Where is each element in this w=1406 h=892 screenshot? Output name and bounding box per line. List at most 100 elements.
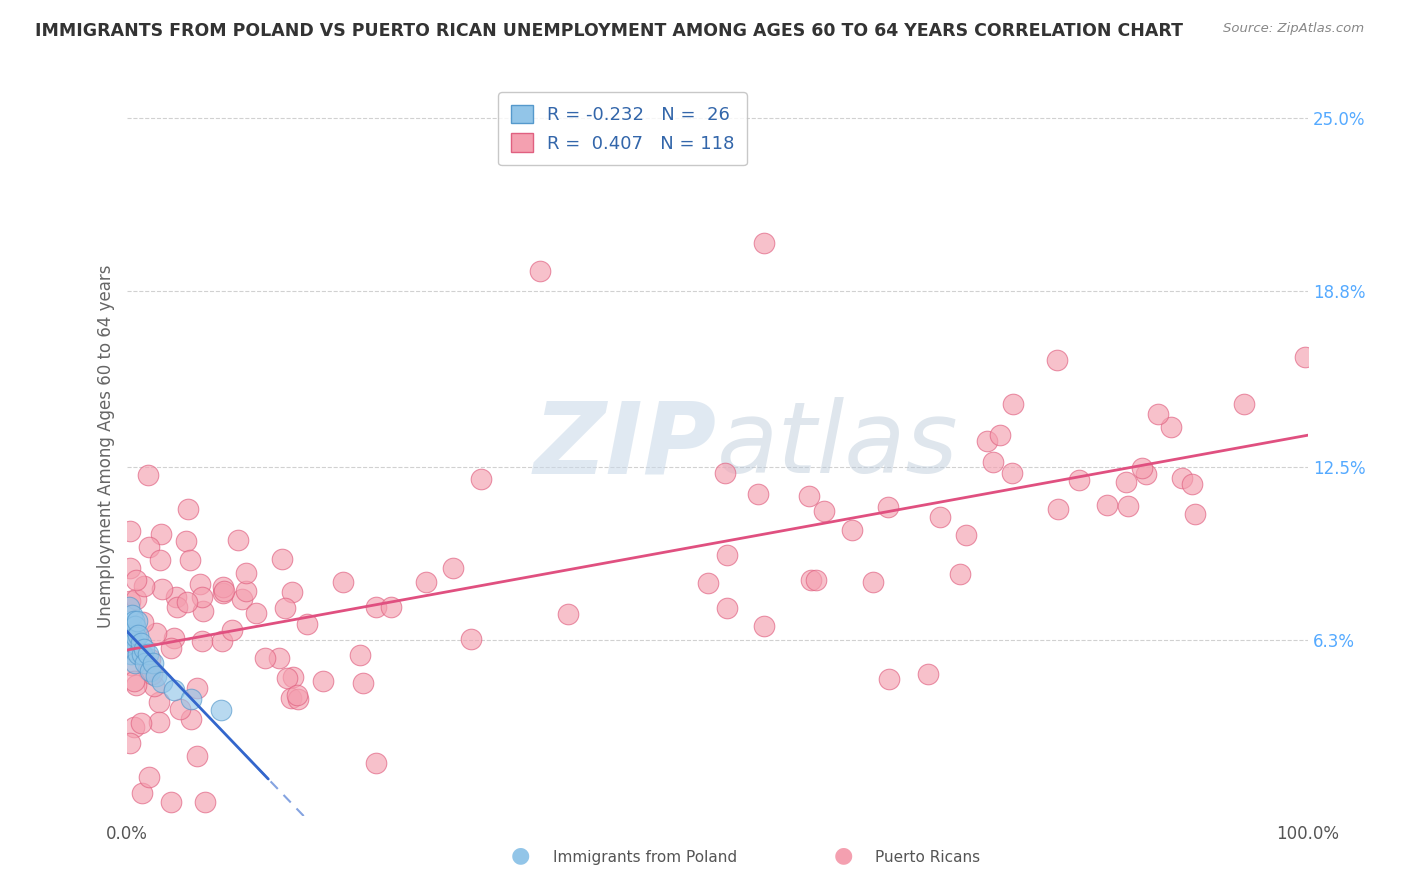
Point [212, 580, 235, 594]
Point [1115, 475, 1137, 489]
Point [806, 573, 828, 587]
Point [1160, 419, 1182, 434]
Point [800, 573, 823, 587]
Point [134, 656, 156, 670]
Point [235, 566, 257, 581]
Point [163, 631, 186, 645]
Point [877, 500, 900, 514]
Point [352, 676, 374, 690]
Point [163, 683, 186, 698]
Point [160, 640, 183, 655]
Point [166, 600, 188, 615]
Point [125, 631, 148, 645]
Point [138, 540, 160, 554]
Point [380, 599, 402, 614]
Point [134, 641, 156, 656]
Point [121, 641, 143, 656]
Point [194, 795, 217, 809]
Point [122, 614, 145, 628]
Point [124, 720, 146, 734]
Point [127, 614, 149, 628]
Text: ●: ● [834, 846, 853, 865]
Point [877, 673, 900, 687]
Point [121, 607, 143, 622]
Point [441, 560, 464, 574]
Point [460, 632, 482, 646]
Point [120, 560, 142, 574]
Point [1095, 498, 1118, 512]
Point [127, 627, 149, 641]
Point [312, 674, 335, 689]
Point [988, 427, 1011, 442]
Point [176, 595, 198, 609]
Point [145, 669, 167, 683]
Point [118, 599, 141, 614]
Point [1001, 467, 1024, 481]
Point [470, 472, 492, 486]
Point [179, 553, 201, 567]
Point [983, 455, 1005, 469]
Point [141, 667, 163, 681]
Point [696, 575, 718, 590]
Point [228, 533, 250, 547]
Point [120, 736, 142, 750]
Point [160, 795, 183, 809]
Text: atlas: atlas [717, 398, 959, 494]
Point [120, 658, 142, 673]
Point [145, 626, 167, 640]
Point [174, 533, 197, 548]
Point [188, 577, 211, 591]
Point [1135, 467, 1157, 482]
Text: Source: ZipAtlas.com: Source: ZipAtlas.com [1223, 22, 1364, 36]
Point [180, 712, 202, 726]
Point [165, 591, 187, 605]
Point [235, 583, 257, 598]
Point [141, 656, 163, 670]
Point [132, 579, 155, 593]
Point [714, 467, 737, 481]
Point [231, 591, 253, 606]
Point [180, 691, 202, 706]
Point [1171, 471, 1194, 485]
Point [557, 607, 579, 621]
Point [212, 586, 235, 600]
Point [149, 553, 172, 567]
Point [1147, 407, 1170, 421]
Point [120, 594, 142, 608]
Point [120, 627, 142, 641]
Point [287, 691, 309, 706]
Point [271, 552, 294, 566]
Point [955, 527, 977, 541]
Point [221, 623, 243, 637]
Text: Immigrants from Poland: Immigrants from Poland [553, 850, 737, 865]
Point [120, 619, 142, 633]
Point [143, 679, 166, 693]
Point [186, 681, 208, 695]
Point [129, 636, 152, 650]
Point [281, 669, 304, 683]
Point [716, 548, 738, 562]
Point [799, 489, 821, 503]
Point [136, 467, 159, 482]
Point [949, 566, 972, 581]
Y-axis label: Unemployment Among Ages 60 to 64 years: Unemployment Among Ages 60 to 64 years [97, 264, 115, 628]
Point [136, 647, 159, 661]
Point [191, 604, 214, 618]
Point [125, 591, 148, 606]
Point [332, 575, 354, 590]
Point [366, 600, 388, 615]
Point [280, 690, 302, 705]
Point [177, 501, 200, 516]
Point [267, 651, 290, 665]
Point [139, 652, 162, 666]
Point [1067, 474, 1090, 488]
Point [124, 619, 146, 633]
Point [209, 703, 232, 717]
Point [120, 641, 142, 656]
Point [976, 434, 998, 449]
Point [285, 688, 308, 702]
Point [120, 647, 142, 661]
Point [122, 673, 145, 688]
Point [1130, 460, 1153, 475]
Point [131, 787, 153, 801]
